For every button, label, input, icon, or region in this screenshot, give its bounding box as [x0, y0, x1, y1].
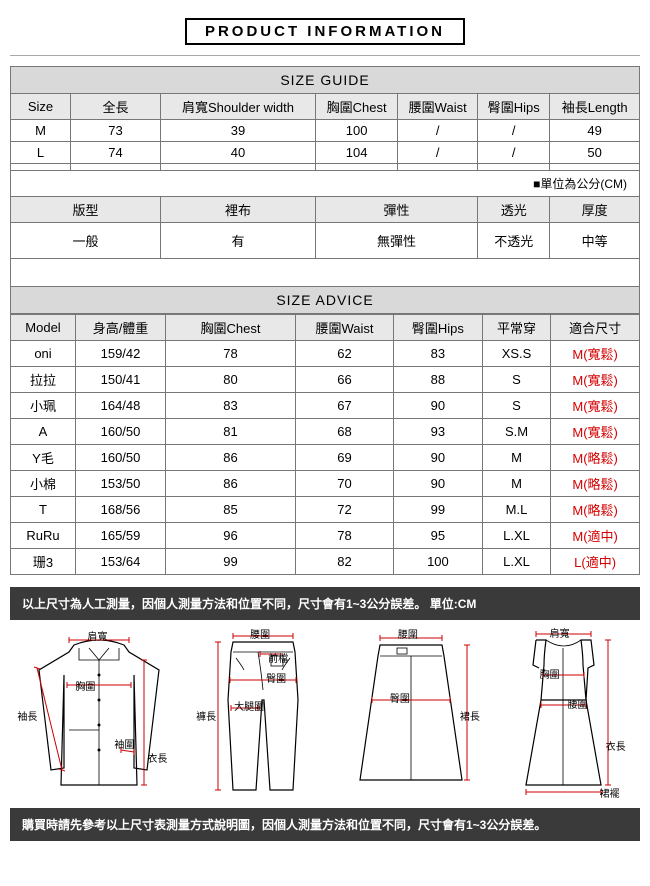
size-advice-row: 珊3153/649982100L.XLL(適中): [11, 549, 640, 575]
size-advice-header-row: Model 身高/體重 胸圍Chest 腰圍Waist 臀圍Hips 平常穿 適…: [11, 315, 640, 341]
attributes-header-row: 版型 裡布 彈性 透光 厚度: [11, 197, 640, 223]
label-pwaist: 腰圍: [250, 626, 270, 641]
col-ahips: 臀圍Hips: [394, 315, 483, 341]
size-advice-row: T168/56857299M.LM(略鬆): [11, 497, 640, 523]
attr-fit: 版型: [11, 197, 161, 223]
size-advice-row: RuRu165/59967895L.XLM(適中): [11, 523, 640, 549]
col-size: Size: [11, 94, 71, 120]
col-length: 全長: [71, 94, 161, 120]
size-advice-heading: SIZE ADVICE: [11, 287, 640, 314]
label-plength: 褲長: [196, 708, 216, 723]
col-shoulder: 肩寬Shoulder width: [161, 94, 316, 120]
col-awaist: 腰圍Waist: [296, 315, 394, 341]
col-model: Model: [11, 315, 76, 341]
note-top: 以上尺寸為人工測量，因個人測量方法和位置不同，尺寸會有1~3公分誤差。 單位:C…: [10, 587, 640, 620]
label-sleeve: 袖長: [17, 708, 37, 723]
label-thigh: 大腿圍: [234, 698, 264, 713]
diagram-dress: 肩寬 胸圍 腰圍 衣長 裙襬: [496, 630, 631, 798]
attr-elastic: 彈性: [316, 197, 478, 223]
fit-cell: M(寬鬆): [551, 419, 640, 445]
divider: [10, 55, 640, 56]
col-sleeve: 袖長Length: [550, 94, 640, 120]
label-cuff: 袖圍: [114, 736, 134, 751]
attr-lining: 裡布: [161, 197, 316, 223]
fit-cell: M(寬鬆): [551, 341, 640, 367]
size-guide-heading: SIZE GUIDE: [11, 67, 640, 94]
col-fit: 適合尺寸: [551, 315, 640, 341]
label-slength: 裙長: [460, 708, 480, 723]
label-dwaist: 腰圍: [568, 696, 588, 711]
fit-cell: M(寬鬆): [551, 367, 640, 393]
label-dhem: 裙襬: [600, 785, 620, 800]
label-phip: 臀圍: [266, 670, 286, 685]
size-advice-row: 小珮164/48836790SM(寬鬆): [11, 393, 640, 419]
page-title: PRODUCT INFORMATION: [185, 18, 465, 45]
label-dchest: 胸圍: [540, 666, 560, 681]
fit-cell: M(略鬆): [551, 445, 640, 471]
diagram-area: 肩寬 胸圍 袖長 袖圍 衣長 腰圍 前檔 臀圍 大腿圍 褲長: [0, 626, 650, 802]
col-chest: 胸圍Chest: [316, 94, 398, 120]
size-advice-row: oni159/42786283XS.SM(寬鬆): [11, 341, 640, 367]
col-hw: 身高/體重: [76, 315, 166, 341]
col-hips: 臀圍Hips: [478, 94, 550, 120]
size-guide-row: M7339100//49: [11, 120, 640, 142]
fit-cell: M(略鬆): [551, 497, 640, 523]
label-ship: 臀圍: [390, 690, 410, 705]
col-usual: 平常穿: [482, 315, 550, 341]
diagram-pants: 腰圍 前檔 臀圍 大腿圍 褲長: [198, 630, 323, 798]
label-length: 衣長: [147, 750, 167, 765]
empty-row: [11, 164, 640, 171]
label-dshoulder: 肩寬: [550, 625, 570, 640]
size-guide-header-row: Size 全長 肩寬Shoulder width 胸圍Chest 腰圍Waist…: [11, 94, 640, 120]
size-advice-row: Y毛160/50866990MM(略鬆): [11, 445, 640, 471]
size-advice-table: Model 身高/體重 胸圍Chest 腰圍Waist 臀圍Hips 平常穿 適…: [10, 314, 640, 575]
note-bottom: 購買時請先參考以上尺寸表測量方式說明圖，因個人測量方法和位置不同，尺寸會有1~3…: [10, 808, 640, 841]
attributes-value-row: 一般 有 無彈性 不透光 中等: [11, 223, 640, 259]
diagram-skirt: 腰圍 臀圍 裙長: [342, 630, 477, 798]
spacer-row: [11, 259, 640, 287]
size-advice-row: A160/50816893S.MM(寬鬆): [11, 419, 640, 445]
attr-thickness: 厚度: [550, 197, 640, 223]
label-swaist: 腰圍: [398, 626, 418, 641]
size-guide-row: L7440104//50: [11, 142, 640, 164]
unit-note: ■單位為公分(CM): [11, 171, 640, 197]
diagram-shirt: 肩寬 胸圍 袖長 袖圍 衣長: [19, 630, 179, 798]
attr-seethrough: 透光: [478, 197, 550, 223]
size-advice-row: 小棉153/50867090MM(略鬆): [11, 471, 640, 497]
col-waist: 腰圍Waist: [398, 94, 478, 120]
size-advice-row: 拉拉150/41806688SM(寬鬆): [11, 367, 640, 393]
fit-cell: M(適中): [551, 523, 640, 549]
fit-cell: L(適中): [551, 549, 640, 575]
fit-cell: M(略鬆): [551, 471, 640, 497]
col-achest: 胸圍Chest: [166, 315, 296, 341]
fit-cell: M(寬鬆): [551, 393, 640, 419]
label-dlength: 衣長: [606, 738, 626, 753]
title-container: PRODUCT INFORMATION: [0, 0, 650, 51]
size-guide-table: SIZE GUIDE Size 全長 肩寬Shoulder width 胸圍Ch…: [10, 66, 640, 314]
label-chest: 胸圍: [75, 678, 95, 693]
label-shoulder: 肩寬: [87, 628, 107, 643]
label-frontrise: 前檔: [268, 650, 288, 665]
